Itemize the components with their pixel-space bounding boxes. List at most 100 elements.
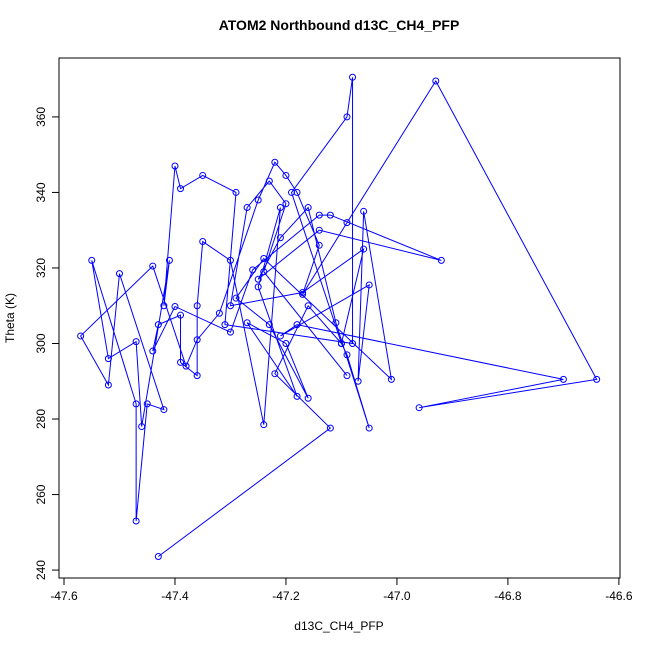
point: [343, 351, 351, 359]
point: [154, 321, 162, 329]
point: [243, 204, 251, 212]
point: [276, 234, 284, 242]
point: [304, 302, 312, 310]
point: [177, 311, 185, 319]
point: [88, 256, 96, 264]
point: [226, 328, 234, 336]
point: [293, 321, 301, 329]
point: [360, 207, 368, 215]
point: [177, 185, 185, 193]
point: [160, 302, 168, 310]
plot-frame: [58, 57, 621, 579]
point: [249, 266, 257, 274]
point: [132, 517, 140, 525]
point: [315, 241, 323, 249]
y-tick-label: 300: [34, 333, 48, 353]
point: [265, 321, 273, 329]
point: [432, 77, 440, 85]
point: [282, 339, 290, 347]
point: [271, 158, 279, 166]
point: [232, 188, 240, 196]
point: [343, 113, 351, 121]
point: [254, 275, 262, 283]
point: [193, 336, 201, 344]
y-tick-label: 340: [34, 182, 48, 202]
x-tick-label: -47.2: [272, 589, 300, 603]
point: [182, 362, 190, 370]
point: [132, 400, 140, 408]
point: [593, 375, 601, 383]
point: [354, 377, 362, 385]
point: [171, 302, 179, 310]
y-tick-label: 260: [34, 484, 48, 504]
point: [193, 372, 201, 380]
point: [559, 375, 567, 383]
point: [326, 424, 334, 432]
point: [337, 339, 345, 347]
point: [221, 321, 229, 329]
point: [349, 73, 357, 81]
y-tick-label: 280: [34, 409, 48, 429]
point: [154, 552, 162, 560]
point: [299, 289, 307, 297]
point: [149, 262, 157, 270]
point: [143, 400, 151, 408]
point: [171, 162, 179, 170]
point: [293, 392, 301, 400]
point: [332, 319, 340, 327]
point: [299, 290, 307, 298]
point: [304, 394, 312, 402]
point: [254, 283, 262, 291]
point: [260, 268, 268, 276]
point: [360, 245, 368, 253]
point: [315, 226, 323, 234]
point: [215, 309, 223, 317]
point: [315, 211, 323, 219]
point: [365, 281, 373, 289]
x-tick-label: -47.0: [383, 589, 411, 603]
point: [437, 256, 445, 264]
point: [243, 319, 251, 327]
point: [293, 188, 301, 196]
point: [260, 421, 268, 429]
x-axis-label: d13C_CH4_PFP: [294, 619, 383, 633]
point: [226, 302, 234, 310]
point: [387, 375, 395, 383]
point: [199, 238, 207, 246]
point: [199, 171, 207, 179]
point: [349, 339, 357, 347]
point: [343, 372, 351, 380]
y-tick-label: 320: [34, 258, 48, 278]
point: [149, 347, 157, 355]
y-tick-label: 360: [34, 107, 48, 127]
x-tick-label: -46.8: [494, 589, 522, 603]
point: [138, 423, 146, 431]
point: [260, 255, 268, 263]
point: [193, 302, 201, 310]
point: [326, 211, 334, 219]
point: [415, 404, 423, 412]
point: [165, 256, 173, 264]
x-tick-label: -47.4: [161, 589, 189, 603]
point: [160, 406, 168, 414]
point: [343, 219, 351, 227]
point: [276, 204, 284, 212]
point: [115, 270, 123, 278]
point: [177, 358, 185, 366]
point: [282, 200, 290, 208]
point: [365, 424, 373, 432]
point: [132, 338, 140, 346]
chart-title: ATOM2 Northbound d13C_CH4_PFP: [219, 17, 460, 33]
y-axis-label: Theta (K): [3, 293, 17, 343]
point: [104, 381, 112, 389]
point: [282, 171, 290, 179]
point: [226, 256, 234, 264]
point: [104, 355, 112, 363]
series-line: [80, 77, 598, 557]
point: [276, 332, 284, 340]
x-tick-label: -46.6: [605, 589, 633, 603]
point: [271, 370, 279, 378]
point: [304, 204, 312, 212]
y-tick-label: 240: [34, 560, 48, 580]
